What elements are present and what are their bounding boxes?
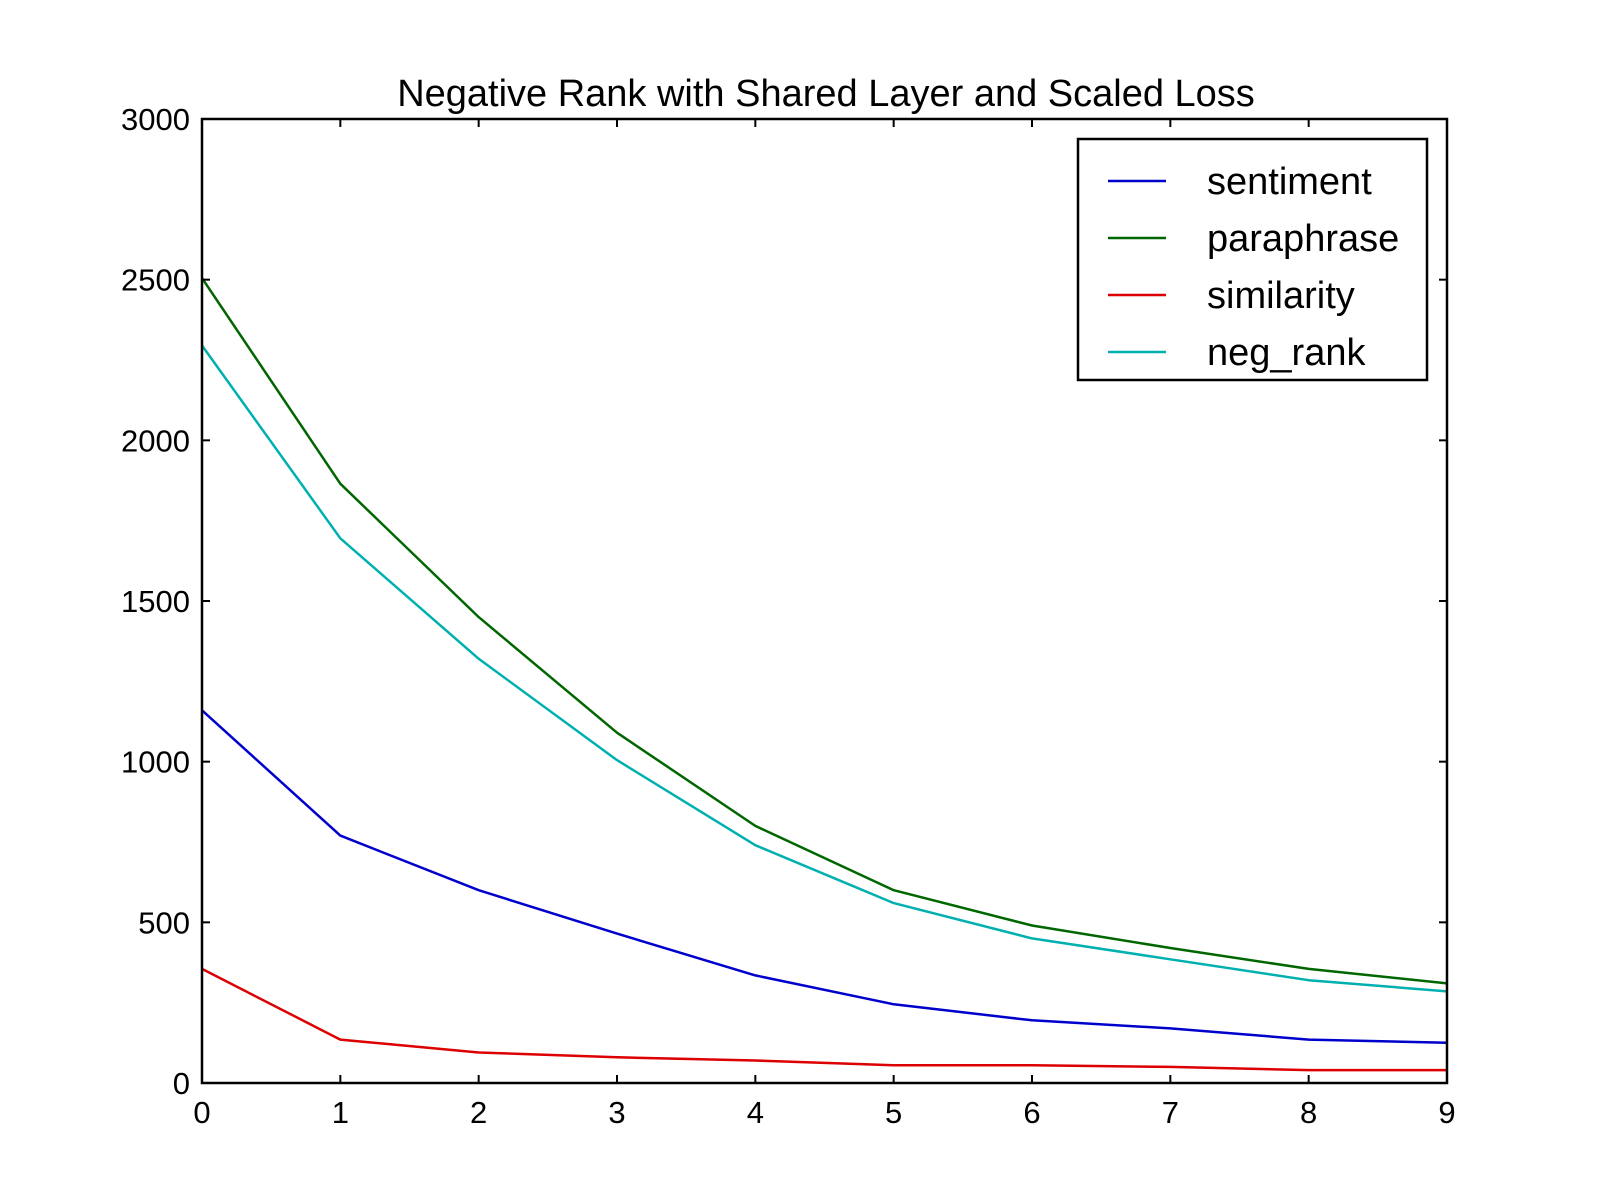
legend-label-similarity: similarity bbox=[1207, 275, 1355, 317]
y-tick-label: 1000 bbox=[121, 745, 190, 780]
x-tick-label: 6 bbox=[1023, 1095, 1040, 1130]
series-line-similarity bbox=[201, 967, 1447, 1072]
legend-label-neg-rank: neg_rank bbox=[1207, 332, 1366, 374]
series-line-paraphrase bbox=[200, 277, 1448, 985]
x-tick-label: 9 bbox=[1438, 1095, 1455, 1130]
series-line-neg-rank bbox=[200, 344, 1448, 993]
x-tick-label: 5 bbox=[885, 1095, 902, 1130]
plot-frame bbox=[200, 117, 1449, 1085]
tick-layer: 0 1 2 3 4 5 6 7 8 9 0 500 1000 1500 2000 2500 3000 bbox=[121, 102, 1456, 1130]
y-tick-label: 0 bbox=[173, 1066, 190, 1101]
x-tick-label: 0 bbox=[193, 1095, 210, 1130]
series-line-sentiment bbox=[201, 709, 1448, 1045]
y-tick-label: 500 bbox=[138, 905, 190, 940]
x-tick-label: 1 bbox=[332, 1095, 349, 1130]
series-layer bbox=[200, 277, 1448, 1072]
x-tick-label: 7 bbox=[1162, 1095, 1179, 1130]
x-tick-label: 2 bbox=[470, 1095, 487, 1130]
x-tick-label: 4 bbox=[747, 1095, 764, 1130]
chart-title: Negative Rank with Shared Layer and Scal… bbox=[397, 73, 1255, 115]
y-tick-label: 2000 bbox=[121, 423, 190, 458]
legend-label-paraphrase: paraphrase bbox=[1207, 218, 1399, 260]
legend: sentiment paraphrase similarity neg_rank bbox=[1076, 137, 1429, 382]
legend-label-sentiment: sentiment bbox=[1207, 161, 1372, 203]
y-tick-label: 3000 bbox=[121, 102, 190, 137]
x-tick-label: 3 bbox=[608, 1095, 625, 1130]
y-tick-label: 2500 bbox=[121, 263, 190, 298]
x-tick-label: 8 bbox=[1300, 1095, 1317, 1130]
legend-box bbox=[1076, 137, 1429, 382]
y-tick-label: 1500 bbox=[121, 584, 190, 619]
